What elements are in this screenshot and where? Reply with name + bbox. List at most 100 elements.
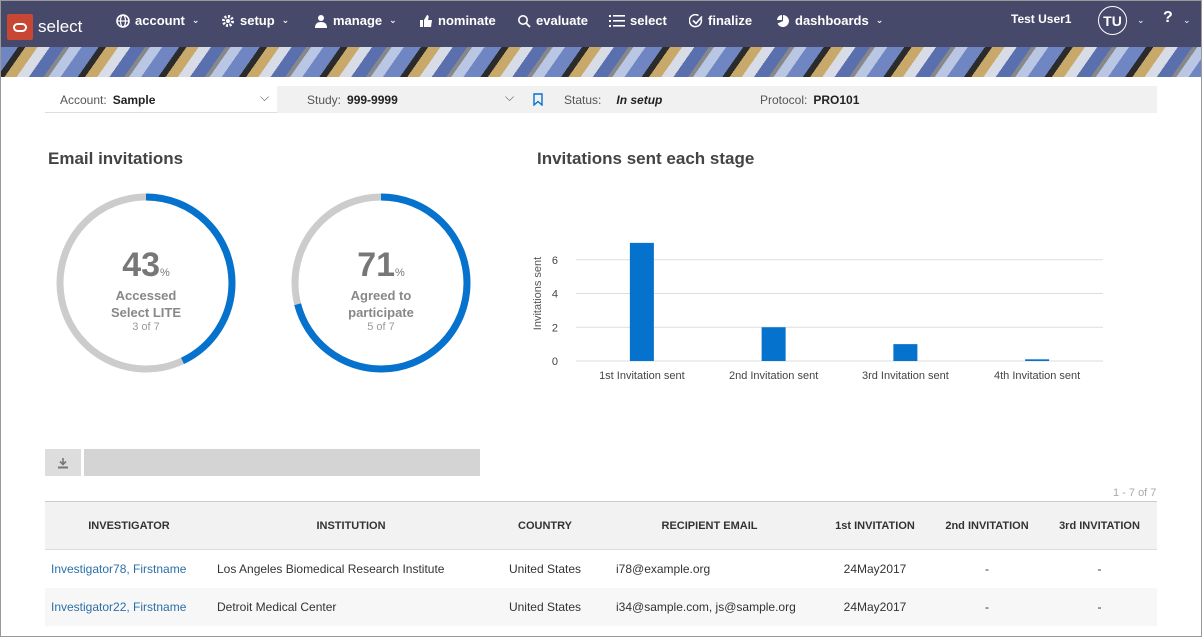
decorative-banner [1,47,1201,77]
nav-account-label: account [135,13,185,28]
inv3-cell: - [1097,599,1102,614]
col-1st-invitation[interactable]: 1st INVITATION [818,501,932,550]
nav-finalize[interactable]: finalize [689,13,752,28]
chevron-down-icon: ⌄ [875,15,884,25]
nav-account[interactable]: account ⌄ [116,13,199,28]
download-button[interactable] [45,449,81,476]
inv2-cell: - [985,599,989,614]
context-bar: Account: Sample ⌵ Study: 999-9999 ⌵ Status… [45,86,1157,113]
magnifier-icon [518,14,531,28]
accessed-count: 3 of 7 [132,321,160,333]
study-label: Study: [307,93,342,107]
inv3-cell: - [1097,561,1102,576]
help-icon[interactable]: ? [1163,9,1173,26]
app-name: select [38,17,83,36]
country-cell: United States [508,561,582,576]
protocol-value: PRO101 [813,93,860,107]
col-recipient-email[interactable]: RECIPIENT EMAIL [601,501,818,550]
download-icon [58,457,68,468]
agreed-label-line1: Agreed to [350,288,412,303]
accessed-text: 43% Accessed Select LITE 3 of 7 [54,246,238,333]
study-context: Study: 999-9999 [307,93,398,107]
check-circle-icon [689,13,703,27]
bookmark-icon[interactable] [533,93,543,106]
pie-icon [777,14,789,27]
chevron-down-icon[interactable]: ⌄ [1183,15,1191,25]
investigator-link[interactable]: Investigator78, Firstname [51,561,187,576]
nav-dashboards[interactable]: dashboards ⌄ [776,13,883,28]
chevron-down-icon: ⌄ [389,15,397,25]
nav-manage[interactable]: manage ⌄ [314,13,397,28]
y-axis-label: Invitations sent [532,257,544,330]
accessed-percent: 43 [122,246,161,284]
table-header-row: INVESTIGATOR INSTITUTION COUNTRY RECIPIE… [45,501,1157,550]
email-cell: i78@example.org [616,561,711,576]
table-filter-bar[interactable] [84,449,480,476]
inv1-cell: 24May2017 [843,561,907,576]
invitations-bar-chart: 0 2 4 6 Invitations sent 1st Invitation sent 2… [532,242,1103,382]
table-row: Investigator78, Firstname Los Angeles Bi… [45,550,1157,588]
agreed-donut: 71% Agreed to participate 5 of 7 [289,191,473,375]
y-tick-label: 0 [552,356,558,368]
percent-sign: % [395,267,405,279]
x-tick-label: 4th Invitation sent [994,370,1080,382]
email-cell: i34@sample.com, js@sample.org [616,599,796,614]
chevron-down-icon: ⌄ [191,15,200,25]
bar-3 [893,344,918,361]
person-icon [315,14,327,28]
pagination-count: 1 - 7 of 7 [1113,487,1157,499]
bar-1 [629,242,654,361]
x-tick-label: 1st Invitation sent [599,370,685,382]
nav-nominate-label: nominate [438,13,496,28]
x-tick-label: 3rd Invitation sent [862,370,949,382]
avatar-initials: TU [1103,12,1122,29]
bar-4 [1025,359,1050,361]
account-chevron-down-icon[interactable]: ⌵ [260,90,270,104]
nav-select[interactable]: select [609,13,667,28]
col-3rd-invitation[interactable]: 3rd INVITATION [1042,501,1157,550]
accessed-label-line2: Select LITE [110,305,182,320]
accessed-label-line1: Accessed [115,288,177,303]
col-2nd-invitation[interactable]: 2nd INVITATION [932,501,1042,550]
chart-title: Invitations sent each stage [537,149,755,168]
chevron-down-icon[interactable]: ⌄ [1137,15,1145,25]
account-value: Sample [112,93,156,107]
study-chevron-down-icon[interactable]: ⌵ [505,90,515,104]
user-name[interactable]: Test User1 [1011,12,1072,26]
investigator-link[interactable]: Investigator22, Firstname [51,599,187,614]
nav-nominate[interactable]: nominate [419,13,496,28]
avatar[interactable]: TU [1098,6,1127,35]
agreed-text: 71% Agreed to participate 5 of 7 [289,246,473,333]
accessed-donut: 43% Accessed Select LITE 3 of 7 [54,191,238,375]
protocol-context: Protocol: PRO101 [760,93,859,107]
account-select[interactable] [45,86,277,113]
agreed-progress-arc [291,193,471,373]
nav-manage-label: manage [333,13,383,28]
col-institution[interactable]: INSTITUTION [213,501,489,550]
status-context: Status: In setup [564,93,662,107]
study-value: 999-9999 [347,93,398,107]
globe-icon [116,13,130,28]
agreed-percent: 71 [357,246,396,284]
percent-sign: % [160,267,170,279]
invitations-table: INVESTIGATOR INSTITUTION COUNTRY RECIPIE… [45,501,1157,626]
status-value: In setup [616,93,663,107]
accessed-ring [56,193,236,373]
nav-setup[interactable]: setup ⌄ [221,13,289,28]
nav-evaluate[interactable]: evaluate [517,13,588,28]
accessed-progress-arc [56,193,236,373]
col-country[interactable]: COUNTRY [489,501,601,550]
app-logo[interactable]: select [7,14,82,40]
nav-select-label: select [630,13,667,28]
email-invitations-title: Email invitations [48,149,184,168]
y-tick-label: 6 [552,255,558,267]
col-investigator[interactable]: INVESTIGATOR [45,501,213,550]
bar-2 [761,327,786,361]
table-row: Investigator22, Firstname Detroit Medica… [45,587,1157,626]
nav-evaluate-label: evaluate [536,13,589,28]
list-icon [609,14,625,27]
institution-cell: Detroit Medical Center [217,599,337,614]
country-cell: United States [508,599,582,614]
y-tick-label: 4 [552,289,558,301]
y-tick-label: 2 [552,322,558,334]
